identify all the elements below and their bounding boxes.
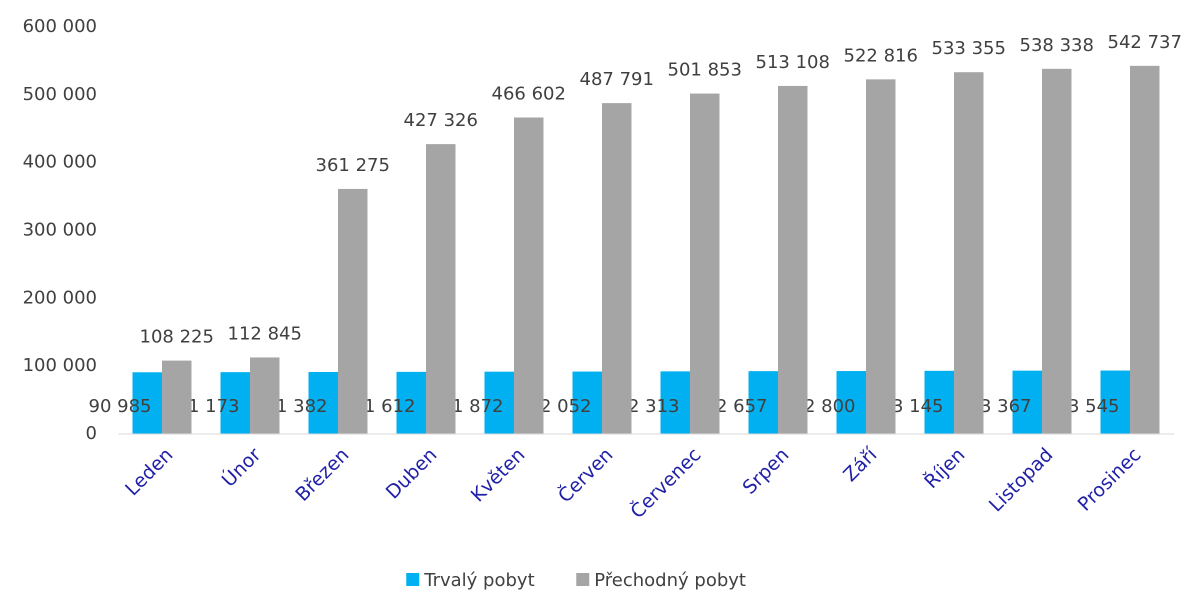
data-label: 361 275 bbox=[316, 155, 390, 176]
data-label: 533 355 bbox=[932, 38, 1006, 59]
data-label: 487 791 bbox=[580, 69, 654, 90]
y-tick-label: 200 000 bbox=[23, 287, 97, 308]
data-label: 93 545 bbox=[1057, 396, 1120, 417]
y-tick-label: 300 000 bbox=[23, 220, 97, 241]
data-label: 427 326 bbox=[404, 110, 478, 131]
x-tick-label: Říjen bbox=[920, 443, 970, 493]
data-label: 92 052 bbox=[529, 396, 592, 417]
y-tick-label: 400 000 bbox=[23, 152, 97, 173]
bar bbox=[426, 144, 456, 434]
data-label: 92 800 bbox=[793, 396, 856, 417]
bar bbox=[514, 117, 544, 434]
bar bbox=[1042, 68, 1072, 434]
x-tick-label: Únor bbox=[216, 442, 265, 491]
bar bbox=[836, 371, 866, 434]
legend-label: Přechodný pobyt bbox=[594, 570, 746, 591]
bar bbox=[602, 103, 632, 434]
x-tick-label: Červenec bbox=[625, 442, 706, 523]
x-tick-label: Duben bbox=[382, 444, 442, 504]
x-tick-label: Březen bbox=[291, 444, 353, 506]
y-tick-label: 500 000 bbox=[23, 84, 97, 105]
data-label: 91 872 bbox=[441, 396, 504, 417]
data-label: 108 225 bbox=[140, 327, 214, 348]
bar bbox=[778, 85, 808, 434]
legend-label: Trvalý pobyt bbox=[423, 570, 534, 591]
bar bbox=[1130, 65, 1160, 435]
data-label: 91 173 bbox=[177, 396, 240, 417]
legend-swatch bbox=[576, 573, 590, 586]
data-label: 513 108 bbox=[756, 52, 830, 73]
y-tick-label: 600 000 bbox=[23, 16, 97, 37]
bar bbox=[1100, 370, 1130, 434]
bar bbox=[924, 370, 954, 434]
bar bbox=[132, 372, 162, 434]
x-tick-label: Srpen bbox=[739, 444, 794, 499]
data-label: 501 853 bbox=[668, 60, 742, 81]
x-tick-label: Prosinec bbox=[1074, 444, 1146, 516]
bar bbox=[866, 79, 896, 435]
bar bbox=[572, 371, 602, 434]
legend-swatch bbox=[406, 573, 420, 586]
bar bbox=[660, 371, 690, 434]
bar bbox=[396, 371, 426, 434]
bar bbox=[690, 93, 720, 434]
data-label: 93 145 bbox=[881, 396, 944, 417]
data-label: 112 845 bbox=[228, 323, 302, 344]
data-label: 92 313 bbox=[617, 396, 680, 417]
x-tick-label: Květen bbox=[467, 444, 530, 507]
bar bbox=[308, 372, 338, 434]
data-label: 92 657 bbox=[705, 396, 768, 417]
data-label: 538 338 bbox=[1020, 35, 1094, 56]
data-label: 93 367 bbox=[969, 396, 1032, 417]
data-label: 90 985 bbox=[89, 396, 152, 417]
bar bbox=[250, 357, 280, 434]
x-tick-label: Listopad bbox=[985, 444, 1058, 517]
bar bbox=[748, 371, 778, 434]
bar bbox=[338, 188, 368, 434]
y-tick-label: 100 000 bbox=[23, 355, 97, 376]
data-label: 522 816 bbox=[844, 45, 918, 66]
y-tick-label: 0 bbox=[86, 423, 97, 444]
bar bbox=[484, 371, 514, 434]
bar bbox=[220, 372, 250, 434]
data-label: 542 737 bbox=[1108, 32, 1182, 53]
x-tick-label: Červen bbox=[553, 442, 618, 507]
bar bbox=[162, 360, 192, 434]
data-label: 91 382 bbox=[265, 396, 328, 417]
bar bbox=[954, 72, 984, 435]
x-tick-label: Září bbox=[839, 443, 882, 486]
data-label: 91 612 bbox=[353, 396, 416, 417]
x-tick-label: Leden bbox=[121, 444, 177, 500]
data-label: 466 602 bbox=[492, 83, 566, 104]
bar bbox=[1012, 370, 1042, 434]
